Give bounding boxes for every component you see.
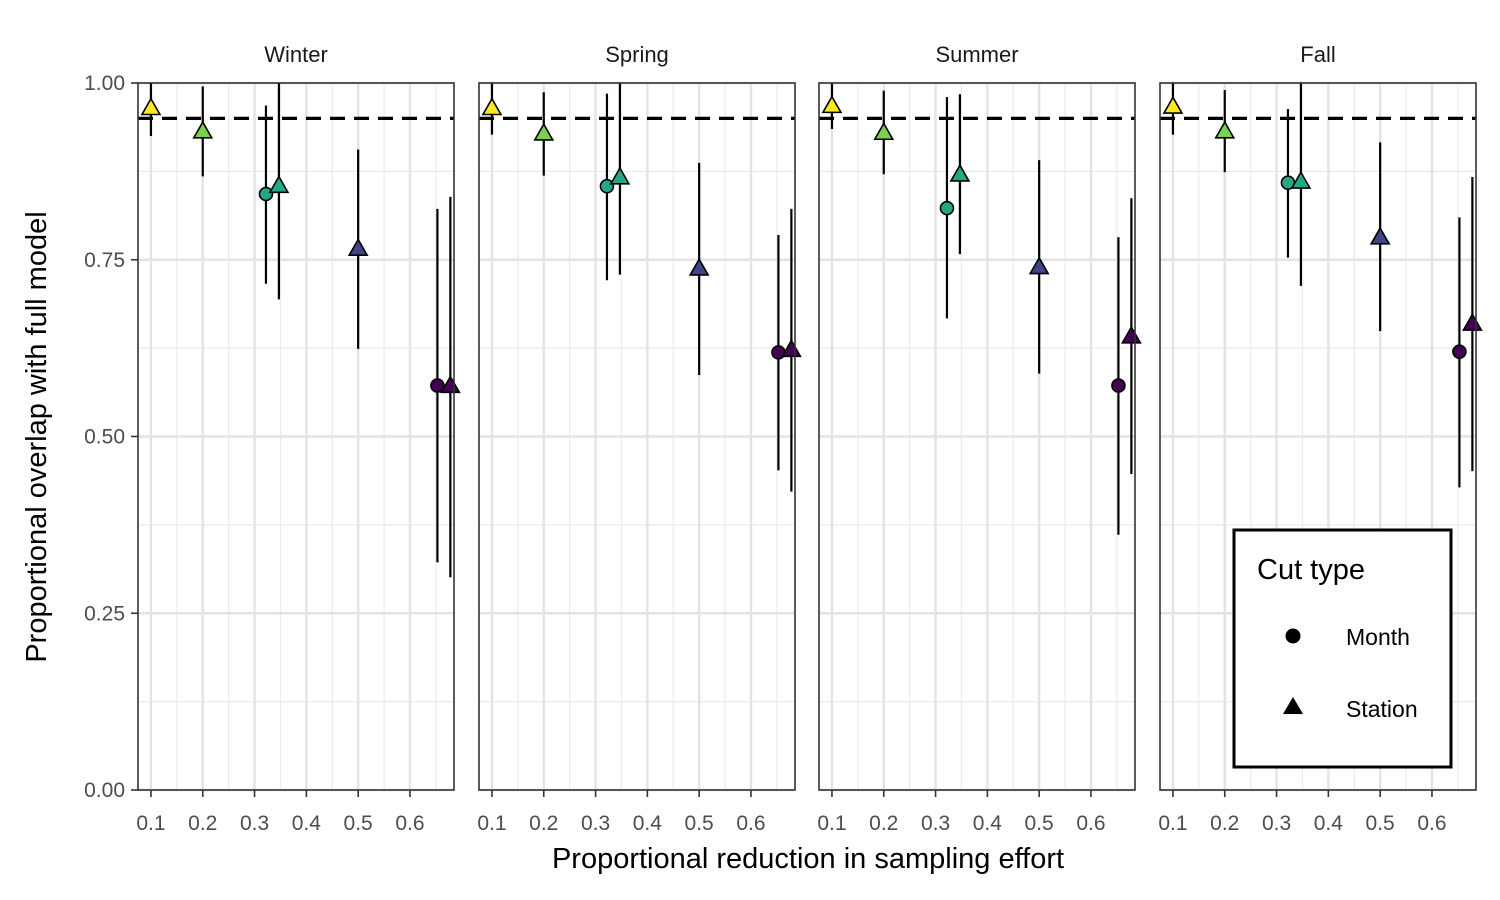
data-point-month [258,186,274,202]
y-tick-label: 0.75 [84,249,125,272]
x-tick-label: 0.2 [188,812,217,835]
facet-title: Winter [264,42,328,67]
data-point-station [192,120,214,139]
x-tick-label: 0.3 [240,812,269,835]
data-point-station [609,166,631,185]
y-tick-label: 0.00 [84,779,125,802]
data-point-station [873,121,895,141]
data-point-station [1290,170,1312,189]
x-tick-label: 0.1 [1158,812,1187,835]
data-point-station [949,163,971,182]
data-point-station [140,97,162,116]
panels-layer: Winter 0.1 0.2 0.3 0.4 0.5 0.6 0.00 0.25 0.50 0.75… [84,42,1483,835]
x-tick-label: 0.2 [1210,812,1239,835]
x-tick-label: 0.1 [817,812,846,835]
y-tick-label: 1.00 [84,72,125,95]
data-point-station [347,237,369,256]
y-tick-label: 0.25 [84,602,125,625]
data-point-month [599,178,615,194]
data-point-station [481,97,503,116]
x-tick-label: 0.3 [1262,812,1291,835]
legend-title: Cut type [1257,554,1365,586]
facet-panel-winter: Winter 0.1 0.2 0.3 0.4 0.5 0.6 0.00 0.25 0.50 0.75… [84,42,461,835]
data-point-station [1162,95,1184,114]
x-tick-label: 0.3 [921,812,950,835]
legend-label-station: Station [1346,696,1418,722]
data-point-station [1461,312,1483,331]
data-point-station [1369,226,1391,245]
y-tick-label: 0.50 [84,426,125,449]
x-tick-label: 0.6 [395,812,424,835]
legend: Cut type Month Station [1232,528,1453,769]
x-tick-label: 0.5 [344,812,373,835]
x-tick-label: 0.5 [685,812,714,835]
x-tick-label: 0.6 [736,812,765,835]
panel-border [1159,82,1477,791]
data-point-station [821,95,843,114]
x-tick-label: 0.4 [292,812,322,835]
facet-title: Fall [1300,42,1335,67]
x-tick-label: 0.1 [136,812,165,835]
x-tick-label: 0.3 [581,812,610,835]
data-point-month [1111,378,1126,393]
panel-border [478,82,796,791]
x-tick-label: 0.6 [1076,812,1105,835]
x-tick-label: 0.4 [633,812,663,835]
legend-key-station [1283,697,1303,714]
legend-label-month: Month [1346,624,1410,650]
data-point-station [1214,120,1236,139]
data-point-station [1120,325,1142,344]
facet-panel-spring: Spring 0.1 0.2 0.3 0.4 0.5 0.6 [477,42,802,835]
data-point-month [939,200,955,216]
x-tick-label: 0.2 [529,812,558,835]
data-point-station [780,338,802,358]
facet-title: Spring [605,42,669,67]
x-tick-label: 0.5 [1366,812,1395,835]
data-point-station [268,174,290,194]
x-tick-label: 0.6 [1417,812,1446,835]
x-tick-label: 0.5 [1025,812,1054,835]
x-axis-title: Proportional reduction in sampling effor… [552,843,1064,875]
data-point-month [430,378,445,393]
facet-panel-summer: Summer 0.1 0.2 0.3 0.4 0.5 0.6 [817,42,1142,835]
data-point-month [1452,344,1467,359]
legend-key-month [1285,628,1301,644]
legend-box [1232,528,1453,769]
x-tick-label: 0.1 [477,812,506,835]
x-tick-label: 0.2 [869,812,898,835]
y-axis-title: Proportional overlap with full model [21,211,53,662]
facet-title: Summer [935,42,1018,67]
data-point-station [1028,256,1050,275]
panel-border [818,82,1136,791]
data-point-station [439,374,461,394]
data-point-station [688,257,710,276]
data-point-station [533,122,555,141]
x-tick-label: 0.4 [973,812,1003,835]
x-tick-label: 0.4 [1314,812,1344,835]
